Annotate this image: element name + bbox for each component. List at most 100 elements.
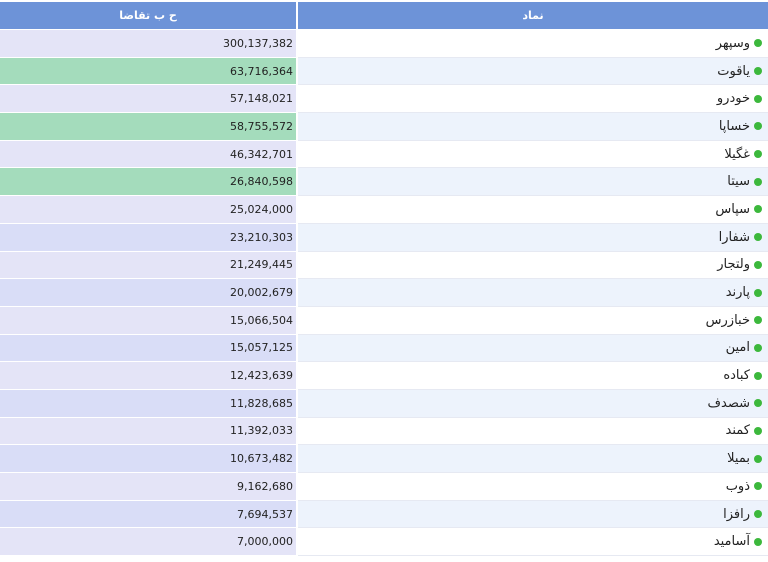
column-divider [296,30,298,58]
symbol-label: کمند [725,423,750,439]
volume-cell: 11,392,033 [0,417,296,446]
column-divider [296,528,298,557]
table-row[interactable]: کباده 12,423,639 [0,362,768,390]
symbol-label: خبازرس [705,312,750,328]
symbol-cell[interactable]: پارند [298,279,768,307]
table-row[interactable]: ذوب 9,162,680 [0,473,768,501]
symbol-cell[interactable]: سپاس [298,196,768,224]
volume-cell: 7,000,000 [0,528,296,557]
table-body: وسپهر 300,137,382 یاقوت 63,716,364 خودرو 57,1… [0,30,768,557]
status-dot-icon [754,122,762,131]
volume-cell: 15,057,125 [0,334,296,363]
status-dot-icon [754,426,762,435]
symbol-label: رافزا [723,506,750,522]
table-row[interactable]: پارند 20,002,679 [0,279,768,307]
column-divider [296,417,298,446]
volume-cell: 11,828,685 [0,389,296,418]
column-divider [296,168,298,197]
symbol-cell[interactable]: خودرو [298,85,768,114]
symbol-label: بمیلا [727,451,750,467]
table-row[interactable]: یاقوت 63,716,364 [0,57,768,86]
symbol-cell[interactable]: بمیلا [298,445,768,473]
table-row[interactable]: آسامید 7,000,000 [0,528,768,557]
volume-cell: 12,423,639 [0,362,296,390]
column-divider [296,500,298,529]
symbol-cell[interactable]: شفارا [298,223,768,252]
column-divider [296,389,298,418]
symbol-label: امین [725,340,750,356]
symbol-cell[interactable]: رافزا [298,500,768,529]
symbol-cell[interactable]: شصدف [298,389,768,418]
column-divider [296,445,298,473]
volume-cell: 9,162,680 [0,473,296,501]
table-row[interactable]: خبازرس 15,066,504 [0,306,768,335]
volume-cell: 7,694,537 [0,500,296,529]
symbol-cell[interactable]: کباده [298,362,768,390]
status-dot-icon [754,233,762,242]
column-divider [296,251,298,280]
table-row[interactable]: شصدف 11,828,685 [0,389,768,418]
symbol-cell[interactable]: یاقوت [298,57,768,86]
volume-cell: 20,002,679 [0,279,296,307]
symbol-label: شفارا [718,229,750,245]
status-dot-icon [754,343,762,352]
symbol-cell[interactable]: ذوب [298,473,768,501]
column-divider [296,279,298,307]
status-dot-icon [754,39,762,48]
symbol-cell[interactable]: کمند [298,417,768,446]
column-divider [296,473,298,501]
column-divider [296,57,298,86]
column-divider [296,140,298,169]
table-row[interactable]: شفارا 23,210,303 [0,223,768,252]
table-row[interactable]: خساپا 58,755,572 [0,113,768,141]
header-volume[interactable]: ح ب تقاضا [0,2,296,29]
volume-cell: 26,840,598 [0,168,296,197]
symbol-label: غگیلا [724,146,750,162]
symbol-cell[interactable]: ولتجار [298,251,768,280]
table-row[interactable]: کمند 11,392,033 [0,417,768,446]
symbol-label: آسامید [713,534,750,550]
volume-cell: 63,716,364 [0,57,296,86]
symbol-label: سیتا [727,174,750,190]
status-dot-icon [754,537,762,546]
symbol-label: وسپهر [715,35,750,51]
symbol-label: ذوب [725,478,750,494]
table-row[interactable]: رافزا 7,694,537 [0,500,768,529]
table-header: نماد ح ب تقاضا [0,2,768,29]
symbol-cell[interactable]: امین [298,334,768,363]
table-row[interactable]: غگیلا 46,342,701 [0,140,768,169]
status-dot-icon [754,288,762,297]
table-row[interactable]: بمیلا 10,673,482 [0,445,768,473]
symbol-label: سپاس [715,201,750,217]
column-divider [296,223,298,252]
symbol-cell[interactable]: خبازرس [298,306,768,335]
symbol-cell[interactable]: سیتا [298,168,768,197]
table-row[interactable]: امین 15,057,125 [0,334,768,363]
column-divider [296,306,298,335]
status-dot-icon [754,94,762,103]
status-dot-icon [754,260,762,269]
symbol-cell[interactable]: آسامید [298,528,768,557]
table-row[interactable]: خودرو 57,148,021 [0,85,768,114]
status-dot-icon [754,371,762,380]
table-row[interactable]: ولتجار 21,249,445 [0,251,768,280]
symbol-cell[interactable]: خساپا [298,113,768,141]
table-row[interactable]: سپاس 25,024,000 [0,196,768,224]
volume-cell: 15,066,504 [0,306,296,335]
volume-cell: 300,137,382 [0,30,296,58]
status-dot-icon [754,67,762,76]
column-divider [296,113,298,141]
symbol-cell[interactable]: وسپهر [298,30,768,58]
table-row[interactable]: وسپهر 300,137,382 [0,30,768,58]
symbol-label: یاقوت [717,63,750,79]
symbol-label: ولتجار [717,257,750,273]
volume-cell: 58,755,572 [0,113,296,141]
status-dot-icon [754,316,762,325]
symbol-cell[interactable]: غگیلا [298,140,768,169]
column-divider [296,85,298,114]
table-row[interactable]: سیتا 26,840,598 [0,168,768,197]
volume-cell: 21,249,445 [0,251,296,280]
symbol-label: کباده [723,368,750,384]
header-symbol[interactable]: نماد [298,2,768,29]
header-divider [296,2,298,29]
